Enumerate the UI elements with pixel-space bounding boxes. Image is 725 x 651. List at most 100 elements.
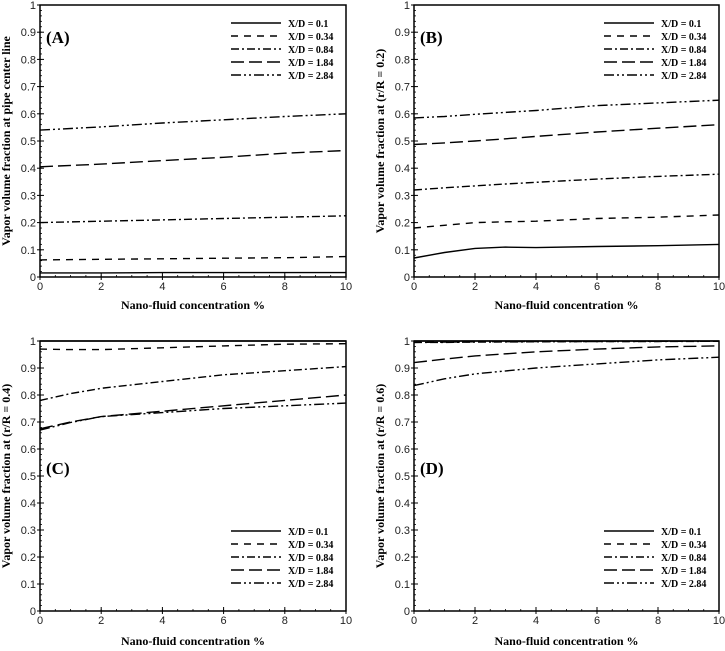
series-line-0.84 [39,365,347,402]
series-line-0.84 [413,173,720,191]
y-tick-label: 1 [30,0,36,12]
x-tick-label: 8 [282,615,288,627]
y-tick-label: 0.8 [395,54,410,66]
x-tick-label: 4 [533,281,539,293]
legend: X/D = 0.1 X/D = 0.34 X/D = 0.84 X/D = 1.84 X… [604,527,706,590]
y-tick-label: 0.2 [21,218,36,230]
series-line-0.1 [413,243,720,259]
y-tick-label: 0.3 [21,190,36,202]
x-tick-label: 8 [282,281,288,293]
legend-label: X/D = 0.84 [288,45,333,56]
legend-label: X/D = 2.84 [661,71,706,82]
y-tick-label: 0.7 [21,82,36,94]
y-tick-label: 0.1 [395,579,410,591]
y-tick-label: 0.8 [21,54,36,66]
y-tick-label: 0.6 [395,444,410,456]
legend-label: X/D = 1.84 [288,566,333,577]
legend-label: X/D = 2.84 [661,579,706,590]
y-axis-label: Vapor volume fraction at pipe center lin… [0,35,13,245]
series-line-0.34 [413,214,720,229]
y-tick-label: 0.1 [395,245,410,257]
x-tick-label: 0 [411,281,417,293]
y-tick-label: 0.7 [21,417,36,429]
legend-label: X/D = 2.84 [288,71,333,82]
series-line-1.84 [39,149,347,168]
x-tick-label: 6 [221,615,227,627]
series-line-2.84 [413,356,720,387]
x-axis-label: Nano-fluid concentration % [495,634,639,648]
y-tick-label: 0.2 [395,218,410,230]
x-axis-label: Nano-fluid concentration % [121,634,265,648]
series-line-2.84 [39,402,347,431]
x-tick-label: 4 [159,281,165,293]
x-tick-label: 10 [713,615,725,627]
series-line-2.84 [39,113,347,131]
series-line-0.34 [413,340,719,344]
legend-label: X/D = 2.84 [288,579,333,590]
y-tick-label: 0.4 [21,163,36,175]
y-tick-label: 0 [30,272,36,284]
y-tick-label: 0.1 [21,245,36,257]
y-tick-label: 0.2 [21,552,36,564]
legend-label: X/D = 0.84 [661,45,706,56]
y-tick-label: 0.6 [21,444,36,456]
y-tick-label: 0.5 [21,471,36,483]
x-tick-label: 6 [221,281,227,293]
series-line-0.84 [39,215,347,224]
x-tick-label: 10 [340,281,352,293]
panel-label: (B) [420,28,443,47]
series-line-1.84 [413,345,720,364]
y-tick-label: 0.8 [21,390,36,402]
x-tick-label: 4 [533,615,539,627]
y-tick-label: 0 [404,606,410,618]
series-line-0.34 [39,255,347,261]
y-tick-label: 0.5 [395,471,410,483]
y-tick-label: 0.1 [21,579,36,591]
y-tick-label: 0.7 [395,417,410,429]
y-tick-label: 0.8 [395,390,410,402]
x-tick-label: 10 [340,615,352,627]
series-line-0.84 [414,340,720,344]
y-tick-label: 0.4 [395,163,410,175]
legend-label: X/D = 0.84 [661,553,706,564]
x-tick-label: 8 [655,281,661,293]
x-tick-label: 2 [472,281,478,293]
x-tick-label: 0 [37,281,43,293]
y-tick-label: 0.4 [395,498,410,510]
y-tick-label: 0.3 [395,190,410,202]
y-tick-label: 0.9 [21,27,36,39]
legend-label: X/D = 0.34 [288,32,333,43]
legend-label: X/D = 1.84 [661,58,706,69]
series-line-0.34 [39,343,347,351]
y-tick-label: 0.7 [395,82,410,94]
legend-label: X/D = 1.84 [288,58,333,69]
chart-panel-b: 00.10.20.30.40.50.60.70.80.910 2 4 6 8 10Nano… [373,0,725,312]
x-tick-label: 0 [411,615,417,627]
y-tick-label: 1 [30,336,36,348]
legend-label: X/D = 0.84 [288,553,333,564]
legend-label: X/D = 0.1 [661,19,701,30]
y-tick-label: 0 [30,606,36,618]
x-tick-label: 6 [594,281,600,293]
y-tick-label: 0.9 [395,27,410,39]
panel-label: (D) [420,459,444,478]
y-tick-label: 0.6 [21,109,36,121]
x-axis-label: Nano-fluid concentration % [495,298,639,312]
x-tick-label: 0 [37,615,43,627]
legend: X/D = 0.1 X/D = 0.34 X/D = 0.84 X/D = 1.84 X… [604,19,706,82]
legend-label: X/D = 0.1 [288,19,328,30]
x-tick-label: 10 [713,281,725,293]
legend: X/D = 0.1 X/D = 0.34 X/D = 0.84 X/D = 1.84 X… [231,19,333,82]
y-axis-label: Vapor volume fraction at (r/R = 0.6) [373,384,387,568]
series-line-1.84 [413,124,720,146]
series-line-2.84 [413,99,720,119]
y-tick-label: 0.2 [395,552,410,564]
chart-panel-c: 00.10.20.30.40.50.60.70.80.910 2 4 6 8 10Nano… [0,336,352,648]
x-tick-label: 2 [98,615,104,627]
x-tick-label: 8 [655,615,661,627]
x-tick-label: 4 [159,615,165,627]
legend-label: X/D = 0.34 [661,540,706,551]
legend: X/D = 0.1 X/D = 0.34 X/D = 0.84 X/D = 1.84 X… [231,527,333,590]
y-tick-label: 1 [404,0,410,12]
